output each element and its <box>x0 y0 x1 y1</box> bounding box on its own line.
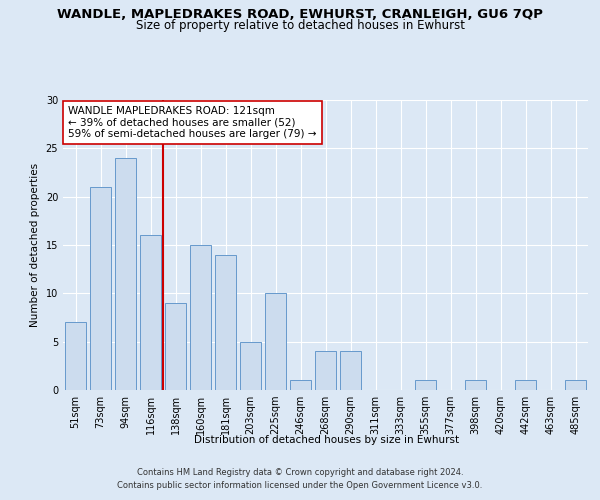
Y-axis label: Number of detached properties: Number of detached properties <box>30 163 40 327</box>
Text: WANDLE MAPLEDRAKES ROAD: 121sqm
← 39% of detached houses are smaller (52)
59% of: WANDLE MAPLEDRAKES ROAD: 121sqm ← 39% of… <box>68 106 317 139</box>
Bar <box>65 322 86 390</box>
Text: Size of property relative to detached houses in Ewhurst: Size of property relative to detached ho… <box>136 19 464 32</box>
Bar <box>565 380 586 390</box>
Bar <box>215 254 236 390</box>
Bar <box>415 380 436 390</box>
Bar <box>140 236 161 390</box>
Text: Distribution of detached houses by size in Ewhurst: Distribution of detached houses by size … <box>194 435 460 445</box>
Bar <box>465 380 486 390</box>
Bar <box>315 352 336 390</box>
Bar <box>190 245 211 390</box>
Bar <box>240 342 261 390</box>
Bar <box>340 352 361 390</box>
Bar <box>90 187 111 390</box>
Bar <box>515 380 536 390</box>
Text: Contains HM Land Registry data © Crown copyright and database right 2024.: Contains HM Land Registry data © Crown c… <box>137 468 463 477</box>
Bar <box>165 303 186 390</box>
Text: Contains public sector information licensed under the Open Government Licence v3: Contains public sector information licen… <box>118 480 482 490</box>
Bar <box>290 380 311 390</box>
Bar <box>115 158 136 390</box>
Bar <box>265 294 286 390</box>
Text: WANDLE, MAPLEDRAKES ROAD, EWHURST, CRANLEIGH, GU6 7QP: WANDLE, MAPLEDRAKES ROAD, EWHURST, CRANL… <box>57 8 543 20</box>
